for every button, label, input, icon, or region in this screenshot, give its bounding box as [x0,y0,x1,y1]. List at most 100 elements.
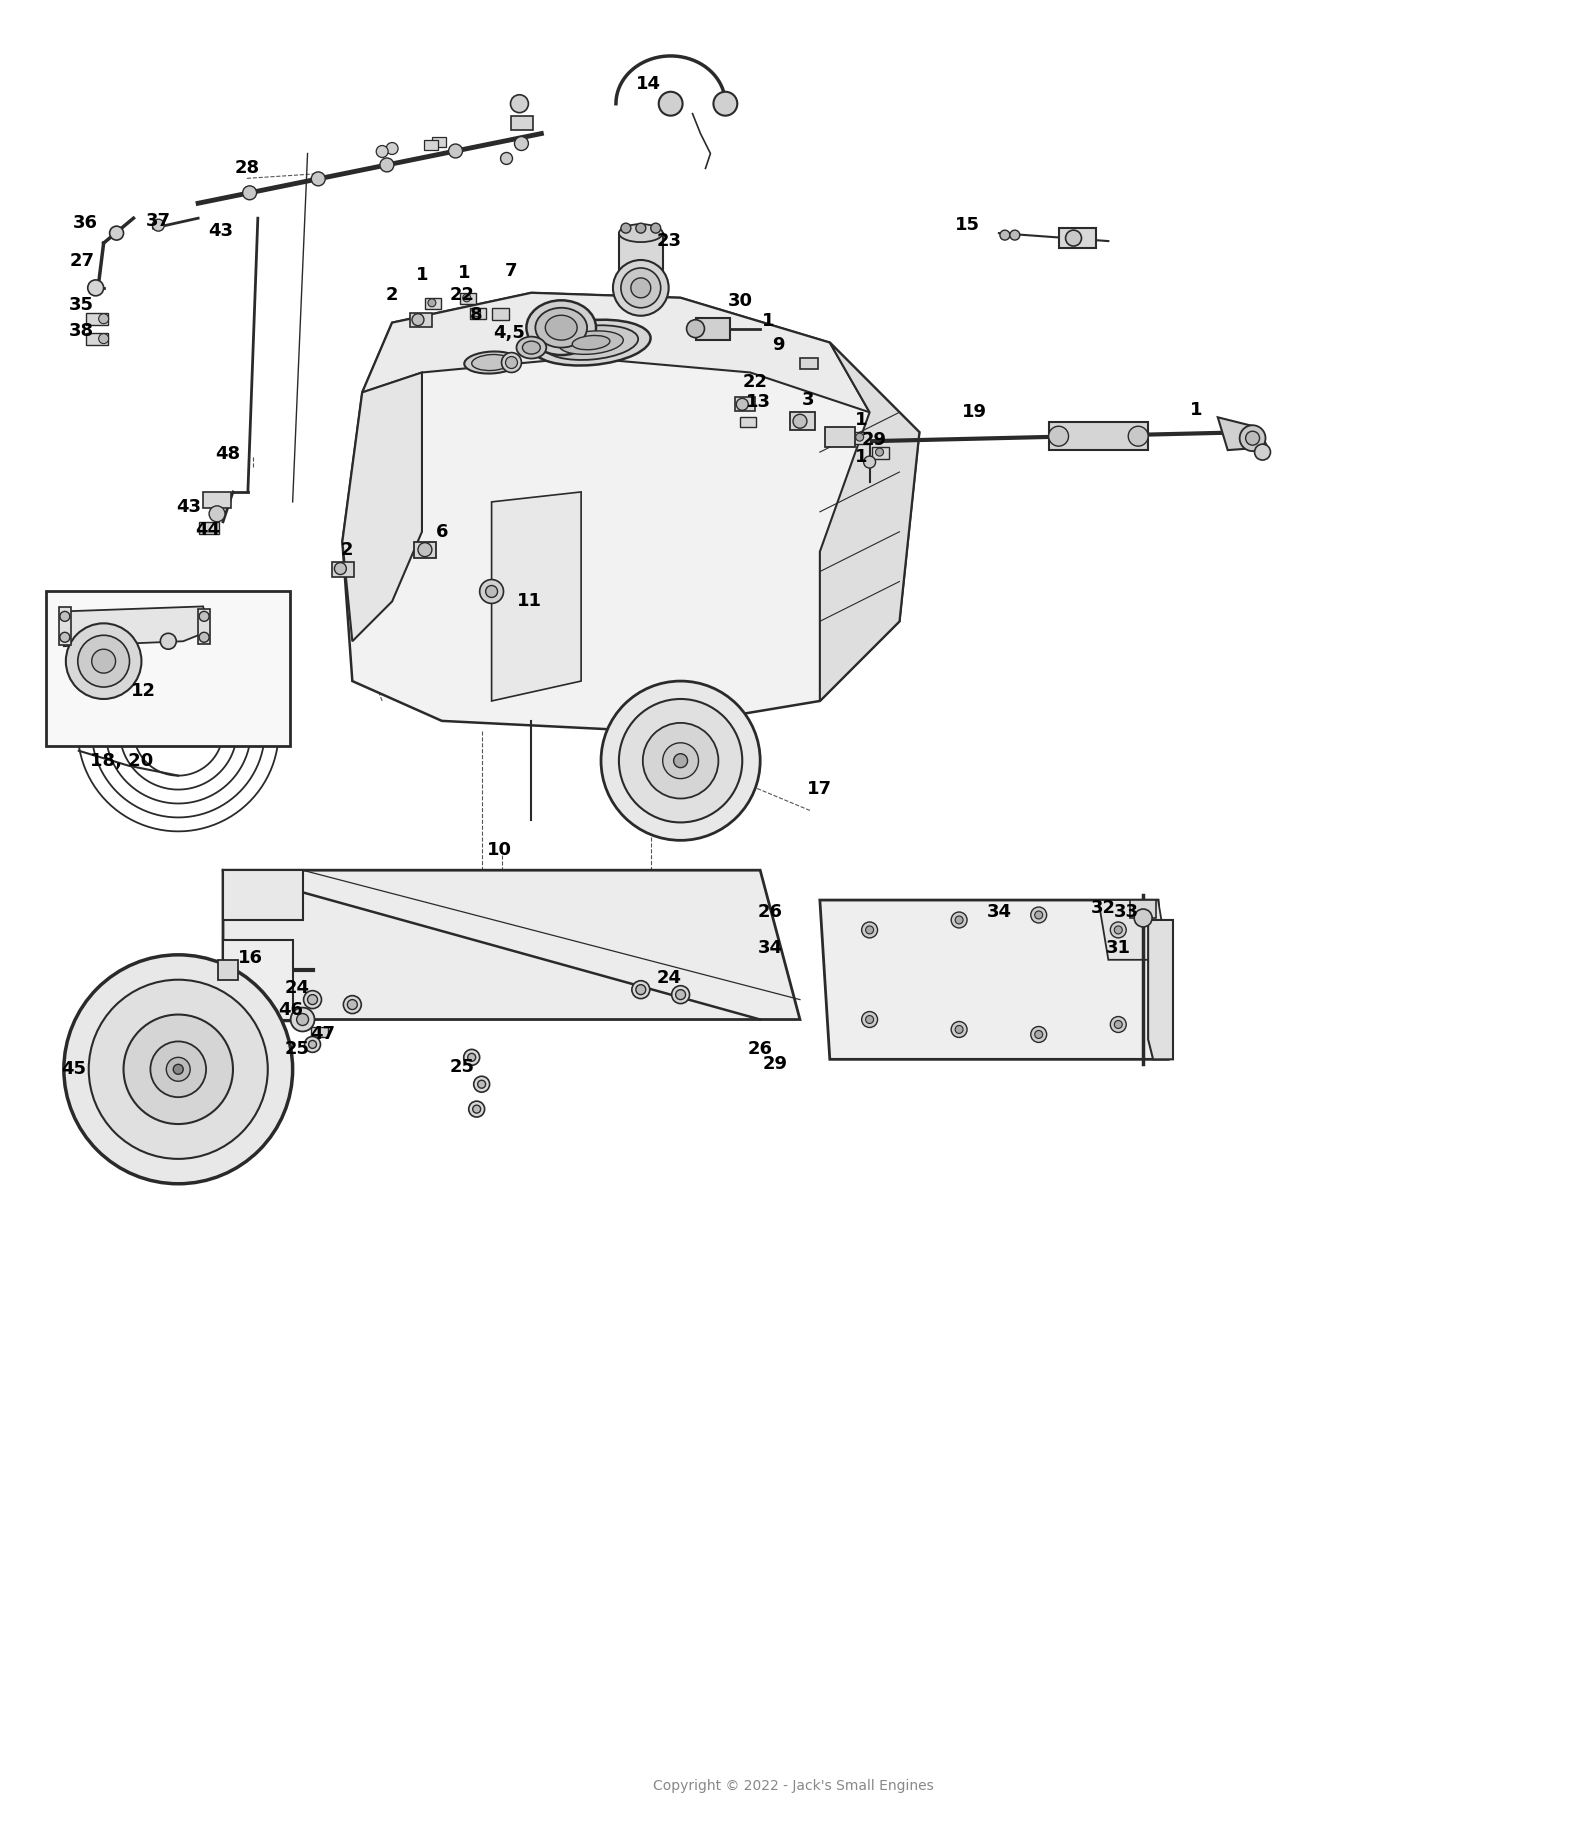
Bar [409,313,432,327]
Circle shape [297,1013,308,1026]
Circle shape [1035,1030,1043,1039]
Polygon shape [224,871,800,1019]
Text: 1: 1 [416,265,428,283]
Circle shape [613,260,668,316]
Ellipse shape [465,351,519,373]
Bar [790,412,814,430]
Circle shape [110,227,124,240]
Circle shape [687,320,705,338]
Text: 44: 44 [195,521,221,540]
Circle shape [736,399,747,410]
Bar [59,607,71,646]
Bar [46,591,290,746]
Circle shape [65,624,141,699]
Circle shape [478,1081,486,1088]
Circle shape [636,223,646,232]
Circle shape [651,223,660,232]
Circle shape [173,1064,183,1074]
Bar [86,333,108,344]
Circle shape [152,219,165,230]
Bar [695,318,730,340]
Text: 47: 47 [309,1026,335,1044]
Text: 6: 6 [435,523,448,541]
Circle shape [463,294,471,302]
Text: 35: 35 [70,296,94,315]
Circle shape [621,223,632,232]
Ellipse shape [546,315,578,340]
Circle shape [865,1015,873,1024]
Text: 17: 17 [808,779,832,797]
Circle shape [663,743,698,779]
Circle shape [601,680,760,840]
Text: 28: 28 [235,159,259,177]
Circle shape [955,1026,963,1033]
Circle shape [619,699,743,823]
Circle shape [1255,444,1271,461]
Circle shape [167,1057,190,1081]
Polygon shape [224,940,292,1019]
Circle shape [209,507,225,521]
Circle shape [1111,922,1127,938]
Text: 33: 33 [1114,904,1139,922]
Text: 19: 19 [962,404,987,421]
Bar [470,307,486,318]
Bar [414,541,436,558]
Circle shape [1065,230,1081,247]
Polygon shape [343,293,919,732]
Text: 4,5: 4,5 [494,324,525,342]
Text: 10: 10 [487,841,513,860]
Text: 29: 29 [763,1055,787,1074]
Text: 38: 38 [70,322,94,340]
Bar [511,115,533,130]
Polygon shape [63,607,208,646]
Polygon shape [1217,417,1268,450]
Circle shape [198,633,209,642]
Ellipse shape [559,331,624,355]
Bar [740,417,755,428]
Circle shape [335,563,346,574]
Bar [1130,900,1155,918]
Text: 46: 46 [278,1000,303,1019]
Circle shape [501,353,522,373]
Polygon shape [343,373,422,642]
Circle shape [343,995,362,1013]
Text: 8: 8 [470,305,482,324]
Circle shape [78,635,130,688]
Text: 22: 22 [449,285,475,304]
Circle shape [473,1075,490,1092]
Text: 11: 11 [517,593,541,611]
Text: 3: 3 [801,391,814,410]
Polygon shape [1147,920,1173,1059]
Bar [852,432,870,444]
Ellipse shape [619,225,663,241]
Circle shape [376,146,389,157]
Bar [198,521,219,534]
Circle shape [955,916,963,924]
Circle shape [1009,230,1020,240]
Polygon shape [224,871,303,920]
Circle shape [463,1050,479,1064]
Circle shape [198,611,209,622]
Bar [86,313,108,326]
Circle shape [348,1000,357,1010]
Ellipse shape [544,326,638,360]
Circle shape [473,1105,481,1114]
Bar [460,293,476,304]
Circle shape [506,357,517,368]
Text: 7: 7 [505,262,517,280]
Text: 34: 34 [757,938,782,957]
Circle shape [1135,909,1152,927]
Text: 14: 14 [636,75,662,93]
Circle shape [862,1011,878,1028]
Text: 34: 34 [987,904,1011,922]
Bar [619,232,663,293]
Circle shape [1035,911,1043,918]
Circle shape [98,315,108,324]
Text: 45: 45 [62,1061,86,1079]
Text: 2: 2 [386,285,398,304]
Text: 32: 32 [1090,900,1116,916]
Circle shape [305,1037,321,1052]
Text: 13: 13 [746,393,771,412]
Circle shape [511,95,528,113]
Text: 25: 25 [286,1041,309,1059]
